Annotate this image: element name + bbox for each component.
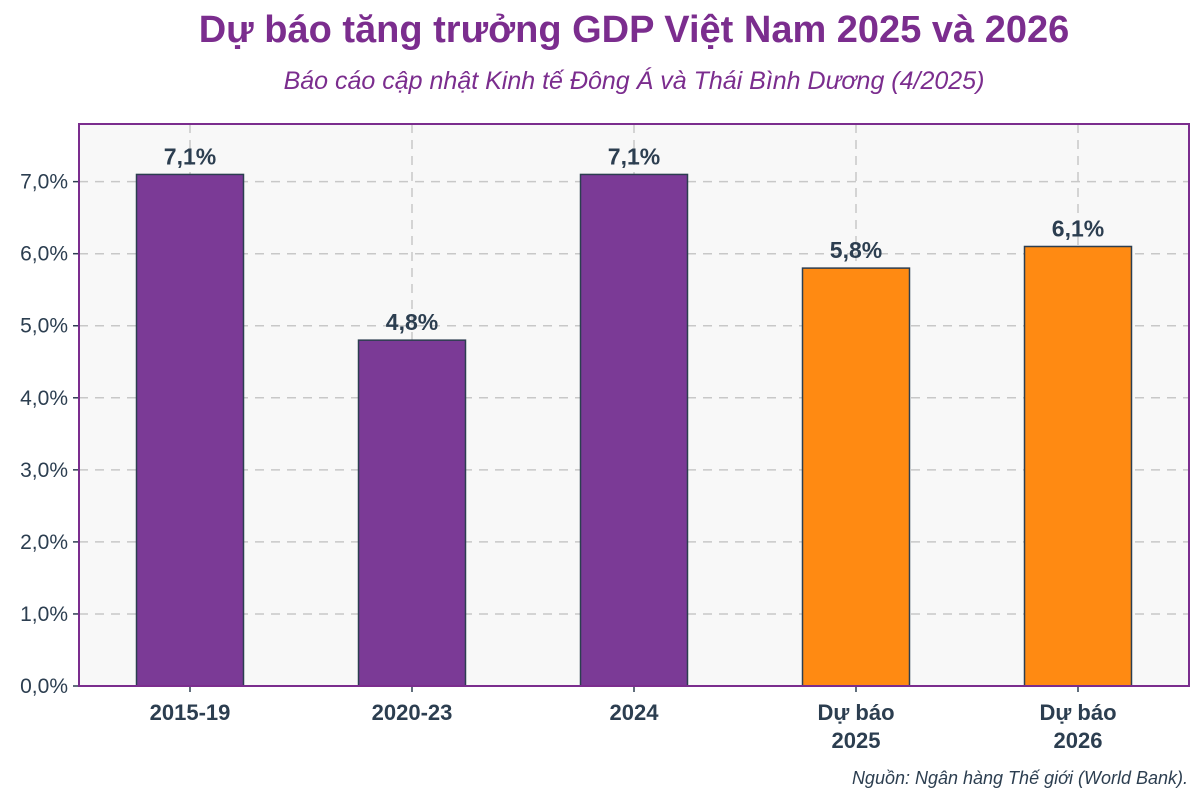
x-axis-ticks: 2015-19 2020-23 2024 Dự báo 2025 Dự báo 2026 — [150, 686, 1117, 753]
chart-title: Dự báo tăng trưởng GDP Việt Nam 2025 và … — [199, 9, 1070, 51]
bar — [579, 173, 689, 687]
x-tick-label: 2024 — [610, 700, 660, 725]
bar — [801, 267, 911, 687]
x-tick-label: 2026 — [1054, 728, 1103, 753]
data-labels: 7,1% 4,8% 7,1% 5,8% 6,1% — [164, 143, 1104, 335]
data-label: 5,8% — [830, 237, 882, 263]
y-tick-label: 4,0% — [20, 387, 68, 410]
data-label: 6,1% — [1052, 215, 1104, 241]
y-tick-label: 5,0% — [20, 315, 68, 338]
y-axis-ticks: 0,0% 1,0% 2,0% 3,0% 4,0% 5,0% 6,0% 7,0% — [20, 171, 79, 698]
y-tick-label: 0,0% — [20, 675, 68, 698]
data-label: 7,1% — [164, 143, 216, 169]
plot-frame — [78, 123, 1190, 687]
x-tick-label: Dự báo — [817, 700, 894, 725]
y-tick-label: 6,0% — [20, 243, 68, 266]
x-tick-label: 2025 — [832, 728, 881, 753]
source-note: Nguồn: Ngân hàng Thế giới (World Bank). — [852, 768, 1188, 788]
y-tick-label: 3,0% — [20, 459, 68, 482]
data-label: 4,8% — [386, 309, 438, 335]
x-tick-label: 2015-19 — [150, 700, 231, 725]
y-tick-label: 1,0% — [20, 603, 68, 626]
x-tick-label: Dự báo — [1039, 700, 1116, 725]
data-label: 7,1% — [608, 143, 660, 169]
x-tick-label: 2020-23 — [372, 700, 453, 725]
bar — [357, 339, 467, 687]
bar — [135, 173, 245, 687]
bars — [135, 173, 1133, 687]
y-tick-label: 2,0% — [20, 531, 68, 554]
y-tick-label: 7,0% — [20, 171, 68, 194]
chart-subtitle: Báo cáo cập nhật Kinh tế Đông Á và Thái … — [284, 66, 985, 95]
bar — [1023, 245, 1133, 687]
